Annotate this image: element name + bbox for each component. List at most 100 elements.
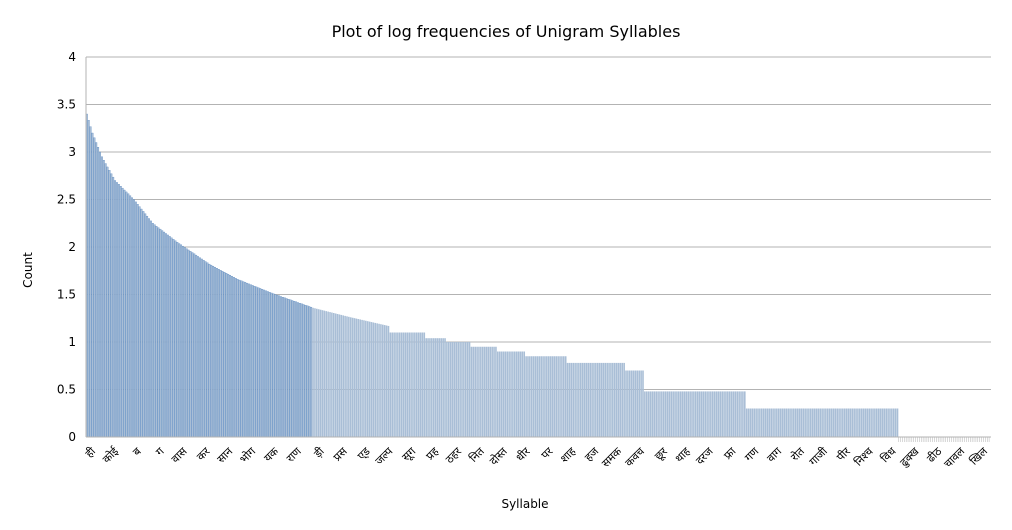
bar [810,408,812,437]
bar [842,408,844,437]
bar [619,362,622,437]
bar [578,362,580,437]
bar [91,132,94,438]
bar [232,277,235,438]
bar [378,323,380,437]
bar [346,316,348,437]
bar [257,287,260,438]
bar [766,408,769,437]
bar [723,391,725,437]
y-tick-label: 2.5 [57,193,76,207]
bar [161,230,164,438]
bar [295,301,298,438]
bar [306,305,309,438]
bar [144,213,147,438]
bar [255,286,258,438]
bar [647,391,650,437]
y-tick-label: 4 [68,50,76,64]
bar [896,408,899,437]
bar [193,253,196,438]
bar [104,163,107,438]
bar [170,237,173,438]
bar [828,408,831,437]
bar [191,252,194,438]
bar [174,240,177,438]
bar [576,362,578,437]
x-tick-label: सूग [399,444,419,464]
y-tick-labels: 0 0.5 1 1.5 2 2.5 3 3.5 4 [57,50,76,444]
bar [500,351,503,437]
bar [395,332,397,437]
bar [781,408,784,437]
bar [353,318,356,437]
bar [274,294,277,438]
x-tick-label: वाग [764,444,784,464]
bar [604,362,607,437]
bar [444,338,446,437]
bar [236,279,239,438]
bar [581,362,584,437]
bar [813,408,816,437]
bar [700,391,703,437]
x-tick-label: ग [153,444,167,458]
bar [595,362,597,437]
bar [153,224,156,438]
x-tick-label: ही [83,445,98,460]
x-axis-title: Syllable [501,497,548,511]
x-tick-label: थाह [673,445,693,465]
bar [366,321,369,437]
bar [506,351,509,437]
bar [268,292,271,438]
bar [404,332,407,437]
bar [351,317,354,437]
bar [600,362,603,437]
bar [438,338,441,437]
bar [574,362,576,437]
bar [485,346,488,437]
bar [393,332,395,437]
x-tick-label: ए्ड [355,445,373,463]
bar [593,362,595,437]
bar [821,408,823,437]
bar [811,408,814,437]
bar [253,285,256,438]
bar [363,320,365,437]
bar [414,332,416,437]
bar [200,258,203,438]
bar [302,304,305,438]
bar [464,342,467,437]
bar [638,370,641,437]
bar [563,356,565,437]
bar [872,408,874,437]
bar [794,408,797,437]
bar [891,408,893,437]
bar [423,332,426,437]
bar [645,391,648,437]
bar [316,308,318,437]
bar [755,408,757,437]
bar [874,408,876,437]
bar [596,362,599,437]
bar [717,391,720,437]
x-tick-label: रोत [788,444,807,463]
bar [159,228,162,438]
bar [448,342,450,437]
bars [85,113,991,442]
bar [198,257,201,438]
bar [272,293,275,438]
bar [629,370,631,437]
bar [881,408,884,437]
bar [832,408,835,437]
bar [857,408,859,437]
bar [551,356,554,437]
bar [598,362,601,437]
bar [542,356,544,437]
bar [455,342,458,437]
bar [715,391,718,437]
bar [187,249,190,438]
bar [431,338,433,437]
bar [142,211,145,438]
bar [436,338,439,437]
y-tick-label: 1 [68,335,76,349]
bar [730,391,733,437]
